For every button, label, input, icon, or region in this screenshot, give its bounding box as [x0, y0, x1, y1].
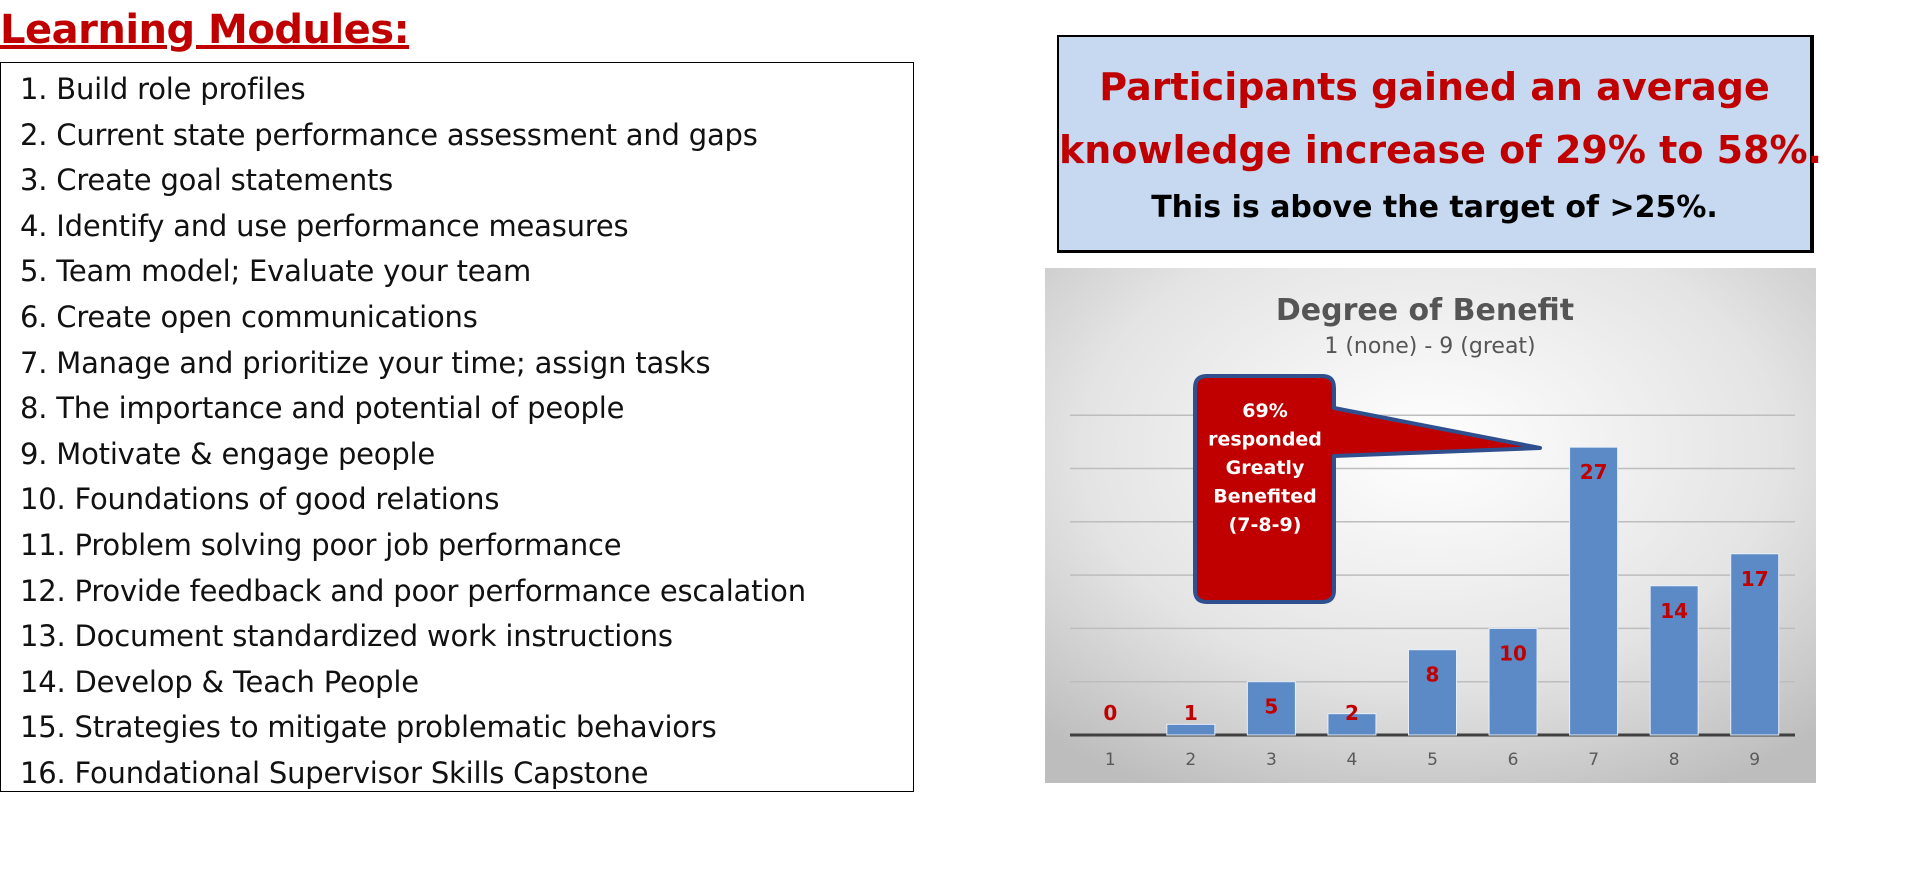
module-item: 3. Create goal statements: [20, 163, 394, 198]
chart-title: Degree of Benefit: [1276, 293, 1574, 328]
module-item: 10. Foundations of good relations: [20, 482, 500, 517]
module-item: 9. Motivate & engage people: [20, 436, 436, 471]
data-label: 0: [1103, 701, 1117, 725]
module-item: 6. Create open communications: [20, 300, 478, 334]
module-item: 5. Team model; Evaluate your team: [20, 254, 531, 289]
callout-text: responded: [1208, 429, 1322, 451]
x-tick-label: 6: [1508, 750, 1519, 770]
module-item: 4. Identify and use performance measures: [20, 208, 629, 243]
module-item: 12. Provide feedback and poor performanc…: [20, 573, 806, 608]
x-tick-label: 8: [1669, 750, 1680, 770]
x-tick-label: 5: [1427, 750, 1438, 770]
degree-of-benefit-chart: Degree of Benefit 1 (none) - 9 (great) 0…: [1045, 268, 1816, 783]
bar: [1246, 681, 1296, 736]
callout-bubble: [1193, 374, 1542, 604]
x-tick-label: 4: [1347, 750, 1358, 770]
bar: [1649, 585, 1699, 736]
bar: [1408, 649, 1457, 736]
bar: [1569, 446, 1619, 736]
chart-subtitle: 1 (none) - 9 (great): [1324, 334, 1535, 359]
x-tick-label: 9: [1749, 750, 1760, 770]
module-item: 2. Current state performance assessment …: [20, 117, 758, 152]
callout-text: Benefited: [1213, 486, 1316, 508]
bar: [1327, 713, 1377, 736]
data-label: 2: [1345, 701, 1359, 725]
callout-line-3: This is above the target of >25%.: [1151, 190, 1718, 225]
data-label: 1: [1184, 701, 1198, 725]
callout-text: Greatly: [1226, 457, 1305, 479]
data-label: 5: [1264, 695, 1278, 719]
module-item: 8. The importance and potential of peopl…: [20, 391, 625, 426]
bar: [1730, 553, 1780, 736]
x-tick-label: 2: [1185, 750, 1196, 770]
callout-line-2: knowledge increase of 29% to 58%.: [1059, 128, 1823, 172]
knowledge-increase-callout: Participants gained an average knowledge…: [1057, 35, 1823, 253]
module-item: 15. Strategies to mitigate problematic b…: [20, 710, 717, 745]
callout-text: 69%: [1242, 400, 1287, 422]
module-item: 16. Foundational Supervisor Skills Capst…: [20, 756, 649, 790]
x-tick-label: 1: [1105, 750, 1116, 770]
callout-text: (7-8-9): [1229, 514, 1302, 536]
module-item: 14. Develop & Teach People: [20, 664, 419, 699]
data-label: 17: [1741, 567, 1769, 591]
data-label: 27: [1580, 460, 1608, 484]
learning-modules-list: 1. Build role profiles 2. Current state p…: [0, 62, 914, 792]
x-tick-label: 7: [1588, 750, 1599, 770]
module-item: 11. Problem solving poor job performance: [20, 528, 622, 562]
module-item: 7. Manage and prioritize your time; assi…: [20, 345, 711, 380]
data-label: 10: [1499, 641, 1527, 665]
callout-line-1: Participants gained an average: [1099, 65, 1770, 109]
data-label: 14: [1660, 599, 1688, 623]
bar: [1166, 723, 1216, 736]
module-item: 1. Build role profiles: [20, 72, 306, 106]
page-title: Learning Modules:: [0, 7, 410, 53]
data-label: 8: [1426, 663, 1440, 687]
module-item: 13. Document standardized work instructi…: [20, 619, 673, 654]
x-tick-label: 3: [1266, 750, 1277, 770]
bar: [1488, 627, 1538, 736]
